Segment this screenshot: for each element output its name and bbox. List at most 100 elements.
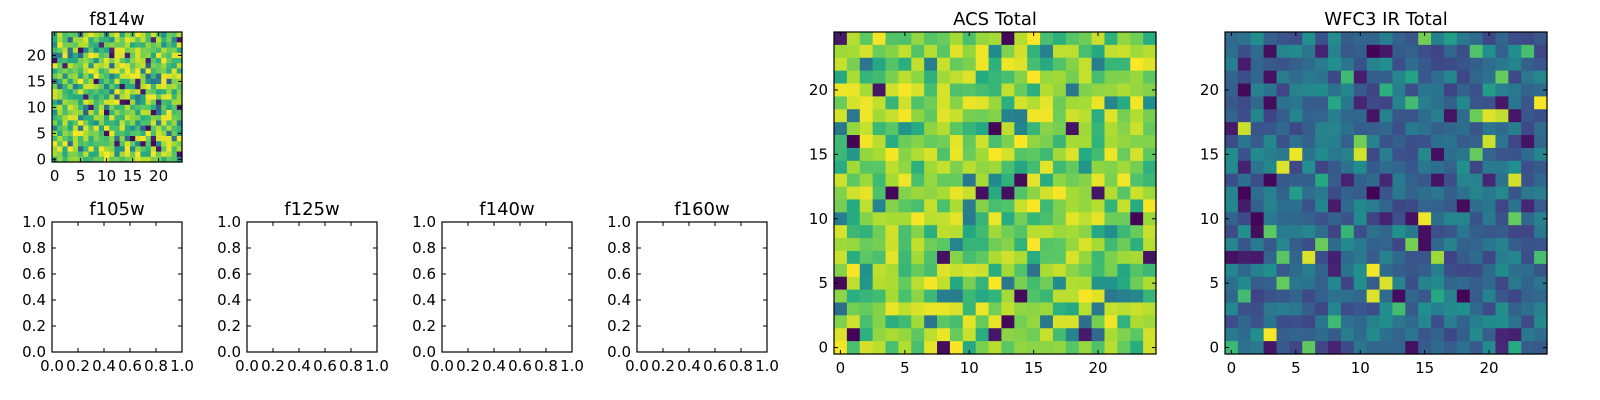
heatmap-cell: [1431, 225, 1445, 239]
y-tick-label: 1.0: [217, 213, 241, 231]
heatmap-cell: [885, 32, 899, 46]
heatmap-cell: [78, 151, 84, 158]
heatmap-cell: [166, 73, 173, 80]
heatmap-cell: [1443, 147, 1458, 162]
heatmap-cell: [1289, 212, 1303, 226]
heatmap-cell: [1328, 96, 1342, 110]
heatmap-cell: [161, 136, 167, 142]
heatmap-cell: [1091, 238, 1106, 252]
heatmap-cell: [119, 99, 126, 106]
heatmap-cell: [1521, 122, 1535, 136]
heatmap-cell: [898, 263, 912, 278]
heatmap-cell: [1379, 173, 1394, 188]
heatmap-cell: [1052, 122, 1067, 136]
heatmap-cell: [1521, 302, 1535, 316]
heatmap-cell: [1117, 328, 1131, 342]
heatmap-cell: [924, 57, 938, 72]
heatmap-cell: [924, 70, 938, 85]
heatmap-cell: [1418, 96, 1432, 110]
heatmap-cell: [1052, 57, 1067, 72]
heatmap-cell: [1250, 109, 1265, 123]
heatmap-cell: [859, 225, 874, 239]
heatmap-cell: [1353, 147, 1368, 162]
heatmap-cell: [67, 110, 74, 116]
y-tick-label: 5: [818, 274, 828, 292]
heatmap-cell: [1482, 276, 1497, 291]
y-tick-label: 0.2: [22, 317, 46, 335]
heatmap-cell: [1495, 225, 1509, 239]
heatmap-cell: [1250, 289, 1265, 304]
heatmap-cell: [166, 125, 173, 132]
x-tick-label: 0.6: [703, 357, 727, 375]
heatmap-cell: [1534, 147, 1548, 162]
heatmap-cell: [1392, 302, 1406, 316]
heatmap-cell: [1091, 186, 1106, 201]
heatmap-cell: [1482, 122, 1497, 136]
heatmap-cell: [1250, 70, 1265, 85]
heatmap-cell: [1315, 276, 1329, 291]
heatmap-cell: [67, 99, 74, 106]
heatmap-cell: [62, 58, 69, 64]
heatmap-cell: [1052, 186, 1067, 201]
heatmap-cell: [57, 141, 63, 147]
heatmap-cell: [176, 125, 183, 132]
heatmap-cell: [988, 276, 1003, 291]
heatmap-cell: [1078, 341, 1093, 355]
heatmap-cell: [140, 146, 147, 153]
heatmap-cell: [937, 263, 951, 278]
heatmap-cell: [109, 151, 115, 158]
heatmap-cell: [1027, 263, 1041, 278]
heatmap-cell: [885, 315, 899, 329]
x-tick-label: 5: [1291, 359, 1301, 377]
heatmap-cell: [1328, 276, 1342, 291]
heatmap-cell: [949, 147, 964, 162]
heatmap-cell: [135, 68, 141, 75]
heatmap-cell: [88, 58, 95, 64]
heatmap-cell: [52, 115, 58, 121]
heatmap-cell: [83, 37, 89, 43]
heatmap-cell: [1289, 135, 1303, 149]
heatmap-cell: [62, 42, 69, 49]
heatmap-cell: [834, 83, 848, 97]
heatmap-cell: [124, 146, 131, 153]
heatmap-cell: [67, 136, 74, 142]
heatmap-cell: [1534, 57, 1548, 72]
heatmap-cell: [1276, 173, 1290, 188]
heatmap-cell: [1040, 70, 1054, 85]
heatmap-cell: [1366, 212, 1381, 226]
heatmap-cell: [898, 96, 912, 110]
heatmap-cell: [1469, 109, 1484, 123]
heatmap-cell: [145, 84, 152, 90]
heatmap-cell: [156, 115, 162, 121]
heatmap-cell: [130, 151, 136, 158]
heatmap-cell: [150, 52, 157, 59]
heatmap-cell: [88, 89, 95, 95]
heatmap-cell: [1508, 44, 1522, 59]
heatmap-cell: [1418, 225, 1432, 239]
heatmap-cell: [1104, 186, 1118, 201]
heatmap-cell: [1143, 328, 1157, 342]
heatmap-cell: [1508, 32, 1522, 46]
heatmap-cell: [1534, 135, 1548, 149]
heatmap-cell: [834, 173, 848, 188]
heatmap-cell: [130, 42, 136, 49]
heatmap-cell: [1302, 238, 1316, 252]
heatmap-cell: [1508, 173, 1522, 188]
heatmap-cell: [1418, 147, 1432, 162]
heatmap-cell: [1117, 96, 1131, 110]
heatmap-cell: [62, 63, 69, 69]
heatmap-cell: [846, 212, 861, 226]
heatmap-cell: [1091, 44, 1106, 59]
heatmap-cell: [1143, 44, 1157, 59]
heatmap-cell: [1392, 276, 1406, 291]
heatmap-cell: [130, 37, 136, 43]
heatmap-cell: [1392, 315, 1406, 329]
heatmap-cell: [885, 212, 899, 226]
heatmap-cell: [846, 109, 861, 123]
heatmap-cell: [1418, 341, 1432, 355]
heatmap-cell: [1091, 341, 1106, 355]
heatmap-cell: [119, 68, 126, 75]
heatmap-cell: [885, 109, 899, 123]
heatmap-cell: [834, 238, 848, 252]
